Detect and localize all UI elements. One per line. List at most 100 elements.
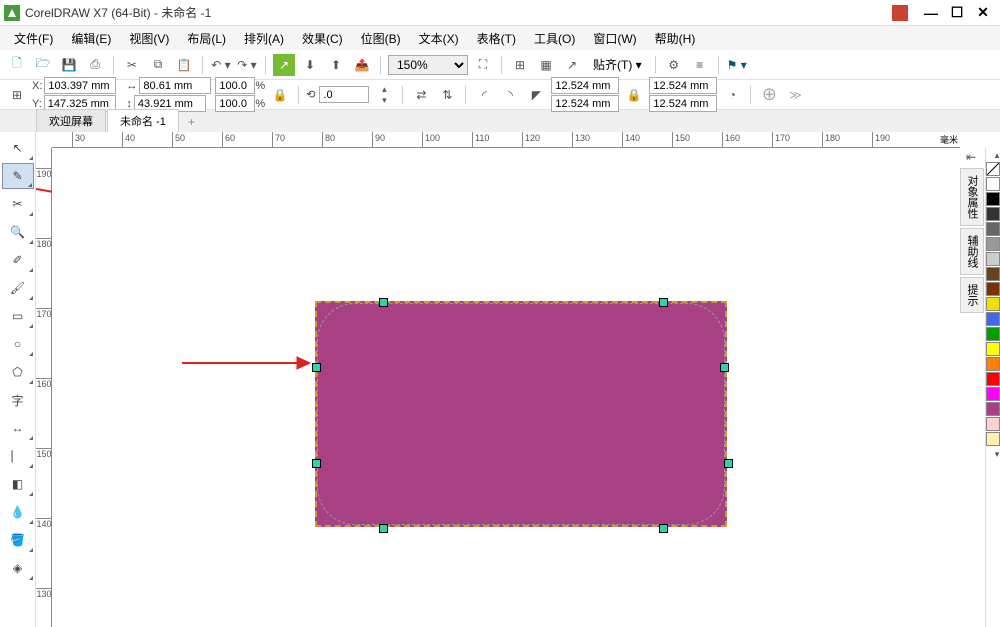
color-swatch[interactable] [986,207,1000,221]
corner-a-input[interactable] [551,77,619,94]
shape-tool-icon[interactable]: ✎ [2,163,34,189]
width-input[interactable] [139,77,211,94]
corner-round-icon[interactable]: ◜ [473,84,495,106]
palette-up-icon[interactable]: ▴ [986,148,1000,162]
color-swatch[interactable] [986,387,1000,401]
fullscreen-icon[interactable]: ⛶ [472,54,494,76]
palette-down-icon[interactable]: ▾ [986,447,1000,461]
color-swatch[interactable] [986,177,1000,191]
shape-handle[interactable] [724,459,733,468]
guidelines-tab[interactable]: 辅助线 [960,228,984,275]
color-swatch[interactable] [986,297,1000,311]
artistic-tool-icon[interactable]: 🖌 [2,275,34,301]
mirror-h-icon[interactable]: ⇄ [410,84,432,106]
panel-toggle-icon[interactable]: ⇤ [960,148,982,166]
color-swatch[interactable] [986,342,1000,356]
color-swatch[interactable] [986,432,1000,446]
mirror-v-icon[interactable]: ⇅ [436,84,458,106]
print-icon[interactable]: ⎙ [84,54,106,76]
horizontal-ruler[interactable]: 毫米 2030405060708090100110120130140150160… [52,132,960,148]
canvas[interactable] [52,148,960,627]
crop-tool-icon[interactable]: ✂ [2,191,34,217]
selected-rectangle[interactable] [315,301,727,527]
undo-icon[interactable]: ↶ ▾ [210,54,232,76]
menu-layout[interactable]: 布局(L) [179,28,234,49]
menu-arrange[interactable]: 排列(A) [236,28,292,49]
new-icon[interactable]: 🗋 [6,54,28,76]
zoom-tool-icon[interactable]: 🔍 [2,219,34,245]
color-swatch[interactable] [986,222,1000,236]
corner-b-input[interactable] [551,95,619,112]
freehand-tool-icon[interactable]: ✐ [2,247,34,273]
shape-handle[interactable] [659,524,668,533]
menu-text[interactable]: 文本(X) [411,28,467,49]
connector-tool-icon[interactable]: ⎸ [2,443,34,469]
scale-x-input[interactable] [215,77,255,94]
rulers-icon[interactable]: ⊞ [509,54,531,76]
hints-tab[interactable]: 提示 [960,277,984,313]
copy-icon[interactable]: ⧉ [147,54,169,76]
shape-handle[interactable] [379,524,388,533]
color-swatch[interactable] [986,192,1000,206]
shape-handle[interactable] [312,459,321,468]
minimize-button[interactable]: — [918,3,944,23]
launch-icon[interactable]: ↗ [273,54,295,76]
menu-window[interactable]: 窗口(W) [585,28,644,49]
open-icon[interactable]: 🗁 [32,54,54,76]
close-button[interactable]: ✕ [970,3,996,23]
shape-handle[interactable] [720,363,729,372]
user-icon[interactable] [892,5,908,21]
vertical-ruler[interactable]: 190180170160150140130 [36,148,52,627]
menu-view[interactable]: 视图(V) [121,28,177,49]
corner-c-input[interactable] [649,77,717,94]
maximize-button[interactable]: ☐ [944,3,970,23]
color-swatch[interactable] [986,267,1000,281]
corner-chamfer-icon[interactable]: ◤ [525,84,547,106]
pick-tool-icon[interactable]: ↖ [2,135,34,161]
color-swatch[interactable] [986,252,1000,266]
export-icon[interactable]: ⬆ [325,54,347,76]
corner-lock-icon[interactable]: 🔒 [623,84,645,106]
polygon-tool-icon[interactable]: ⬠ [2,359,34,385]
guides-icon[interactable]: ↗ [561,54,583,76]
color-swatch[interactable] [986,402,1000,416]
relative-corner-icon[interactable]: ◔ [721,84,743,106]
menu-effects[interactable]: 效果(C) [294,28,351,49]
color-swatch[interactable] [986,357,1000,371]
redo-icon[interactable]: ↷ ▾ [236,54,258,76]
more-icon[interactable]: ≫ [784,84,806,106]
color-swatch[interactable] [986,372,1000,386]
menu-edit[interactable]: 编辑(E) [63,28,119,49]
menu-bitmap[interactable]: 位图(B) [353,28,409,49]
tab-document[interactable]: 未命名 -1 [107,109,179,132]
scale-y-input[interactable] [215,95,255,112]
tab-add-button[interactable]: + [180,112,203,132]
publish-icon[interactable]: 📤 [351,54,373,76]
zoom-select[interactable]: 150% [388,55,468,75]
flag-icon[interactable]: ⚑ ▾ [726,54,748,76]
ellipse-tool-icon[interactable]: ○ [2,331,34,357]
color-swatch[interactable] [986,237,1000,251]
x-input[interactable] [44,77,116,94]
shape-handle[interactable] [312,363,321,372]
corner-scallop-icon[interactable]: ◝ [499,84,521,106]
lock-ratio-icon[interactable]: 🔒 [269,84,291,106]
no-color-swatch[interactable] [986,162,1000,176]
snap-dropdown[interactable]: 贴齐(T) ▾ [587,54,648,75]
effects-tool-icon[interactable]: ◧ [2,471,34,497]
paste-icon[interactable]: 📋 [173,54,195,76]
dimension-tool-icon[interactable]: ↔ [2,415,34,441]
import-icon[interactable]: ⬇ [299,54,321,76]
app-launcher-icon[interactable]: ≡ [689,54,711,76]
smart-fill-tool-icon[interactable]: ◈ [2,555,34,581]
color-swatch[interactable] [986,327,1000,341]
object-properties-tab[interactable]: 对象属性 [960,168,984,226]
rotate-input[interactable] [319,86,369,103]
shape-handle[interactable] [379,298,388,307]
rectangle-tool-icon[interactable]: ▭ [2,303,34,329]
fill-tool-icon[interactable]: 🪣 [2,527,34,553]
rotate-spinner[interactable]: ▴▾ [373,84,395,106]
color-swatch[interactable] [986,312,1000,326]
menu-help[interactable]: 帮助(H) [647,28,704,49]
color-swatch[interactable] [986,417,1000,431]
